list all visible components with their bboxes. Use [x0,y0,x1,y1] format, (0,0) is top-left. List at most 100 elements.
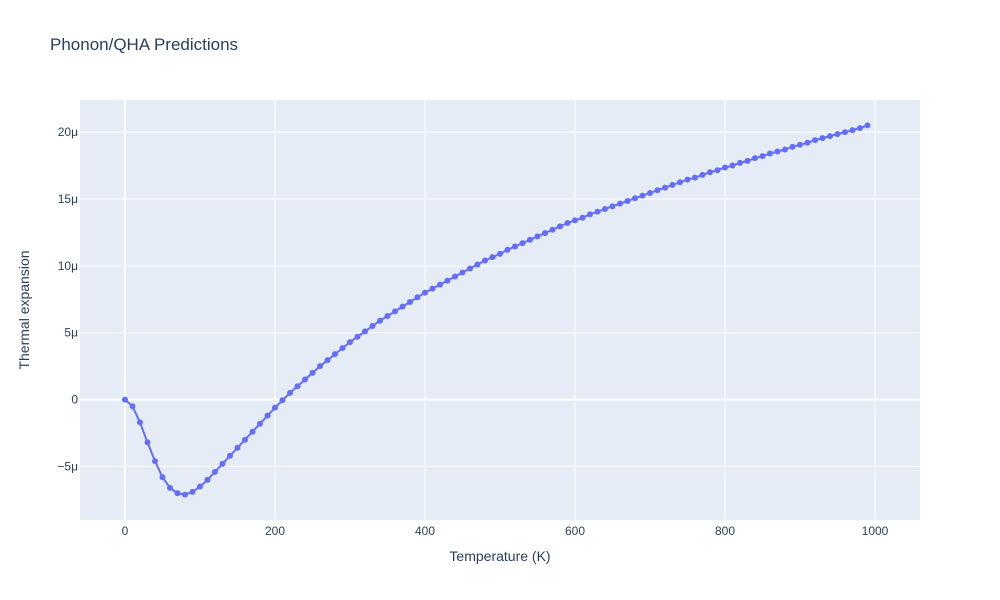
data-point[interactable] [302,376,308,383]
data-point[interactable] [752,155,758,162]
data-point[interactable] [594,208,601,215]
data-point[interactable] [504,246,511,253]
data-point[interactable] [377,317,383,324]
data-point[interactable] [182,491,188,498]
data-point[interactable] [842,129,848,136]
data-point[interactable] [287,389,293,396]
data-point[interactable] [797,141,803,148]
data-point[interactable] [137,419,143,426]
data-point[interactable] [827,133,833,140]
data-point[interactable] [654,187,661,194]
data-point[interactable] [332,351,338,358]
data-point[interactable] [714,167,721,174]
data-point[interactable] [264,412,271,419]
data-point[interactable] [437,281,443,288]
data-point[interactable] [759,153,766,160]
data-point[interactable] [429,285,436,292]
data-point[interactable] [767,150,773,157]
data-point[interactable] [849,127,856,134]
data-point[interactable] [512,243,518,250]
data-point[interactable] [557,223,563,230]
data-point[interactable] [212,468,218,475]
data-point[interactable] [857,125,863,132]
data-point[interactable] [549,226,556,233]
data-point[interactable] [219,460,226,467]
data-point[interactable] [677,179,683,186]
data-point[interactable] [174,490,181,497]
data-point[interactable] [197,483,203,490]
data-point[interactable] [812,137,818,144]
data-point[interactable] [467,265,473,272]
data-point[interactable] [354,333,361,340]
data-point[interactable] [227,452,233,459]
data-point[interactable] [692,174,698,181]
data-point[interactable] [279,397,286,404]
data-point[interactable] [167,484,173,491]
data-point[interactable] [459,269,466,276]
data-point[interactable] [602,206,608,213]
data-point[interactable] [362,328,368,335]
data-point[interactable] [234,444,241,451]
data-point[interactable] [249,428,256,435]
data-point[interactable] [639,192,646,199]
data-point[interactable] [834,131,841,138]
data-point[interactable] [324,357,331,364]
data-point[interactable] [519,240,526,247]
data-point[interactable] [587,211,593,218]
data-point[interactable] [272,404,278,411]
data-point[interactable] [144,439,151,446]
data-point[interactable] [189,488,196,495]
data-point[interactable] [444,277,451,284]
data-point[interactable] [572,217,578,224]
data-point[interactable] [722,164,728,171]
data-point[interactable] [819,135,826,142]
data-point[interactable] [474,261,481,268]
data-point[interactable] [542,230,548,237]
data-point[interactable] [632,195,638,202]
data-point[interactable] [864,122,871,129]
data-point[interactable] [534,233,541,240]
data-point[interactable] [159,474,166,481]
data-point[interactable] [647,189,653,196]
data-point[interactable] [527,236,533,243]
data-point[interactable] [384,313,391,320]
data-point[interactable] [624,197,631,204]
data-point[interactable] [129,403,136,410]
data-point[interactable] [204,476,211,483]
data-point[interactable] [422,289,428,296]
data-point[interactable] [399,303,406,310]
data-point[interactable] [407,298,413,305]
data-point[interactable] [339,345,346,352]
data-point[interactable] [774,148,781,155]
data-point[interactable] [684,176,691,183]
data-point[interactable] [564,220,571,227]
data-point[interactable] [804,139,811,146]
data-point[interactable] [617,200,623,207]
data-point[interactable] [347,339,353,346]
data-point[interactable] [497,250,503,257]
data-point[interactable] [317,363,323,370]
data-point[interactable] [152,458,158,465]
data-point[interactable] [744,157,751,164]
data-point[interactable] [707,169,713,176]
data-point[interactable] [579,214,586,221]
data-point[interactable] [392,308,398,315]
data-point[interactable] [369,323,376,330]
data-point[interactable] [669,181,676,188]
data-point[interactable] [737,159,743,166]
data-point[interactable] [729,162,736,169]
data-point[interactable] [662,184,668,191]
data-point[interactable] [257,420,263,427]
data-point[interactable] [482,257,488,264]
data-point[interactable] [452,273,458,280]
data-point[interactable] [699,171,706,178]
data-point[interactable] [414,294,421,301]
data-point[interactable] [294,383,301,390]
data-point[interactable] [782,146,788,153]
data-point[interactable] [309,369,316,376]
data-point[interactable] [609,203,616,210]
data-point[interactable] [242,436,248,443]
data-point[interactable] [489,254,496,261]
data-point[interactable] [789,143,796,150]
data-point[interactable] [122,396,128,403]
